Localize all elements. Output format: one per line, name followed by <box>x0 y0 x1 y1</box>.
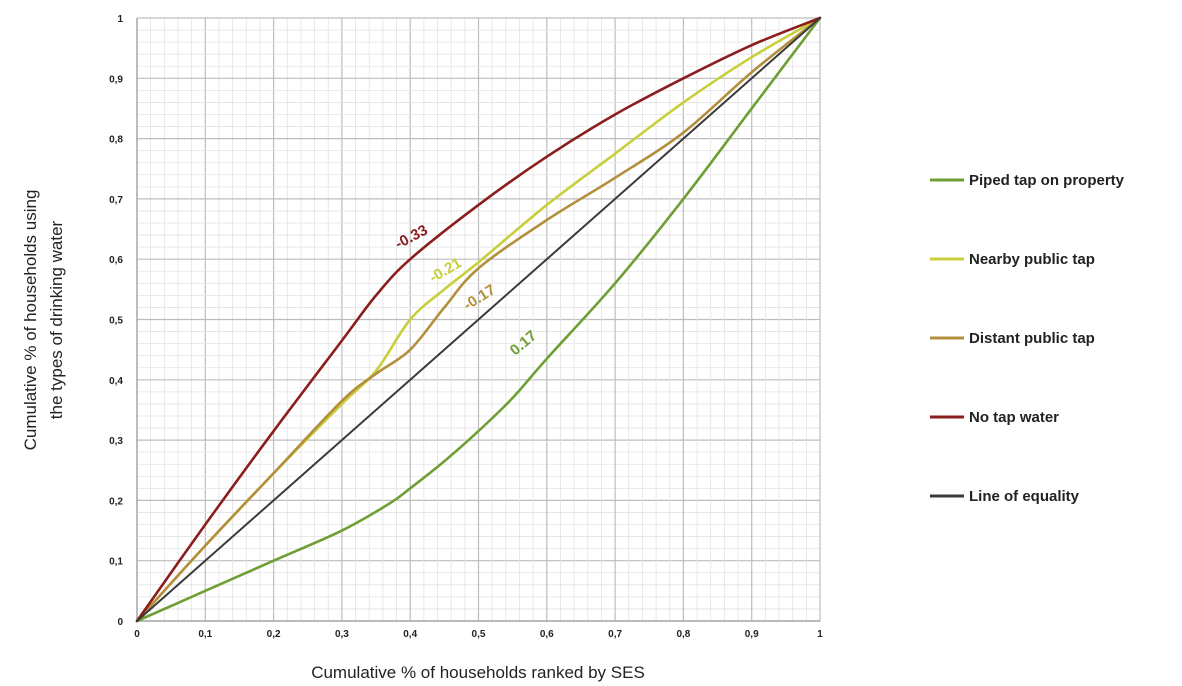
label-layer: 0.17-0.21-0.17-0.33 <box>392 222 540 359</box>
legend-label: Distant public tap <box>969 330 1095 347</box>
y-axis-title-line-2: the types of drinking water <box>47 220 66 419</box>
x-tick-label: 0,2 <box>267 629 281 640</box>
legend-item-line-of-equality: Line of equality <box>930 488 1080 505</box>
x-axis-title: Cumulative % of households ranked by SES <box>311 663 645 682</box>
y-tick-label: 0 <box>117 617 123 628</box>
tick-layer: 00 0,1 0,1 0,2 0,2 0,3 0,3 0,4 0,4 0,5 0,5 0,6 0,6 0,… <box>109 14 823 640</box>
legend: Piped tap on property Nearby public tap Di… <box>930 172 1125 505</box>
legend-item-nearby-public-tap: Nearby public tap <box>930 251 1095 268</box>
x-tick-label: 1 <box>817 629 823 640</box>
series-line-piped-tap-on-property <box>135 16 822 623</box>
y-tick-label: 0,4 <box>109 376 123 387</box>
y-tick-label: 0,6 <box>109 255 123 266</box>
x-tick-label: 0,1 <box>198 629 212 640</box>
legend-label: Nearby public tap <box>969 251 1095 268</box>
legend-item-piped-tap-on-property: Piped tap on property <box>930 172 1125 189</box>
series-line-line-of-equality <box>136 17 821 622</box>
x-tick-label: 0,8 <box>676 629 690 640</box>
x-tick-label: 0 <box>134 629 140 640</box>
y-axis-title: Cumulative % of households using the typ… <box>21 190 66 451</box>
y-tick-label: 0,5 <box>109 316 123 327</box>
legend-item-no-tap-water: No tap water <box>930 409 1059 426</box>
x-tick-label: 0,3 <box>335 629 349 640</box>
grid-layer <box>136 17 821 622</box>
x-tick-label: 0,4 <box>403 629 417 640</box>
y-tick-label: 0,9 <box>109 74 123 85</box>
series-layer <box>135 16 822 623</box>
legend-item-distant-public-tap: Distant public tap <box>930 330 1095 347</box>
y-tick-label: 0,1 <box>109 557 123 568</box>
x-tick-label: 0,7 <box>608 629 622 640</box>
y-tick-label: 0,3 <box>109 436 123 447</box>
y-tick-label: 1 <box>117 14 123 25</box>
legend-label: Line of equality <box>969 488 1080 505</box>
series-line-distant-public-tap <box>135 16 822 623</box>
series-line-no-tap-water <box>135 16 822 623</box>
y-tick-label: 0,8 <box>109 135 123 146</box>
curve-label-piped-tap-on-property: 0.17 <box>507 327 540 359</box>
x-tick-label: 0,5 <box>472 629 486 640</box>
x-tick-label: 0,9 <box>745 629 759 640</box>
legend-label: Piped tap on property <box>969 172 1125 189</box>
x-tick-label: 0,6 <box>540 629 554 640</box>
y-axis-title-line-1: Cumulative % of households using <box>21 190 40 451</box>
legend-label: No tap water <box>969 409 1059 426</box>
curve-label-distant-public-tap: -0.17 <box>461 281 499 314</box>
y-tick-label: 0,7 <box>109 195 123 206</box>
y-tick-label: 0,2 <box>109 496 123 507</box>
